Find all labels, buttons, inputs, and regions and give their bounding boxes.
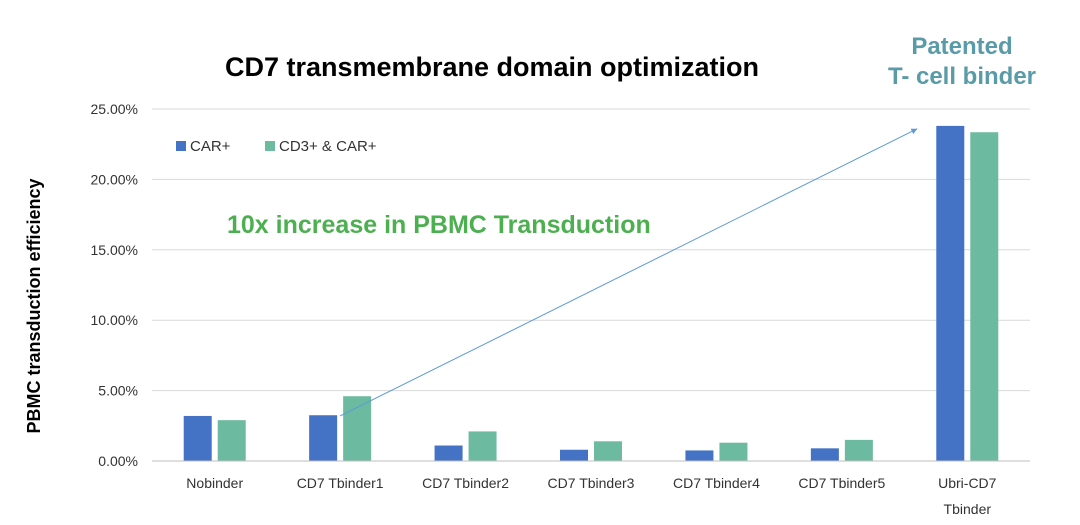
y-tick-labels: 0.00% 5.00% 10.00% 15.00% 20.00% 25.00% xyxy=(91,101,138,469)
legend-label-car-plus: CAR+ xyxy=(190,138,231,155)
bar-car-plus xyxy=(685,450,714,461)
bar-car-plus xyxy=(560,449,588,461)
bar-car-plus xyxy=(434,445,463,461)
bar-car-plus xyxy=(810,448,839,461)
x-tick-label: CD7 Tbinder2 xyxy=(422,475,509,491)
bar-cd3-car-plus xyxy=(719,442,748,461)
bar-cd3-car-plus xyxy=(970,132,999,461)
trend-arrow xyxy=(339,128,918,417)
x-tick-label: CD7 Tbinder5 xyxy=(798,475,885,491)
legend: CAR+ CD3+ & CAR+ xyxy=(176,138,377,155)
bar-car-plus xyxy=(936,125,965,462)
y-tick-label: 0.00% xyxy=(98,453,138,469)
x-tick-label: Nobinder xyxy=(186,475,243,491)
bar-cd3-car-plus xyxy=(844,439,873,461)
y-tick-label: 20.00% xyxy=(91,171,138,187)
bar-cd3-car-plus xyxy=(594,441,622,461)
y-tick-label: 5.00% xyxy=(98,383,138,399)
y-tick-label: 25.00% xyxy=(91,101,138,117)
x-tick-label: Ubri-CD7 xyxy=(938,475,997,491)
y-tick-label: 15.00% xyxy=(91,242,138,258)
bar-car-plus xyxy=(183,415,212,461)
x-tick-labels: Nobinder CD7 Tbinder1 CD7 Tbinder2 CD7 Tbin… xyxy=(186,475,996,517)
y-axis-label: PBMC transduction efficiency xyxy=(24,178,44,433)
bar-cd3-car-plus xyxy=(343,396,372,461)
legend-swatch-car-plus xyxy=(176,141,186,151)
patent-line-2: T- cell binder xyxy=(888,63,1036,90)
x-tick-label: CD7 Tbinder3 xyxy=(548,475,635,491)
x-tick-label: CD7 Tbinder4 xyxy=(673,475,760,491)
bar-cd3-car-plus xyxy=(217,420,246,461)
legend-label-cd3-car-plus: CD3+ & CAR+ xyxy=(279,138,377,155)
bars xyxy=(183,125,999,462)
x-tick-label: CD7 Tbinder1 xyxy=(297,475,384,491)
x-tick-label: Tbinder xyxy=(944,501,992,517)
gridlines xyxy=(152,108,1030,392)
y-tick-label: 10.00% xyxy=(91,312,138,328)
bar-car-plus xyxy=(309,415,338,461)
chart-title: CD7 transmembrane domain optimization xyxy=(225,52,759,82)
legend-swatch-cd3-car-plus xyxy=(265,141,275,151)
bar-cd3-car-plus xyxy=(468,431,497,461)
increase-annotation: 10x increase in PBMC Transduction xyxy=(227,211,651,239)
patent-line-1: Patented xyxy=(911,33,1012,60)
